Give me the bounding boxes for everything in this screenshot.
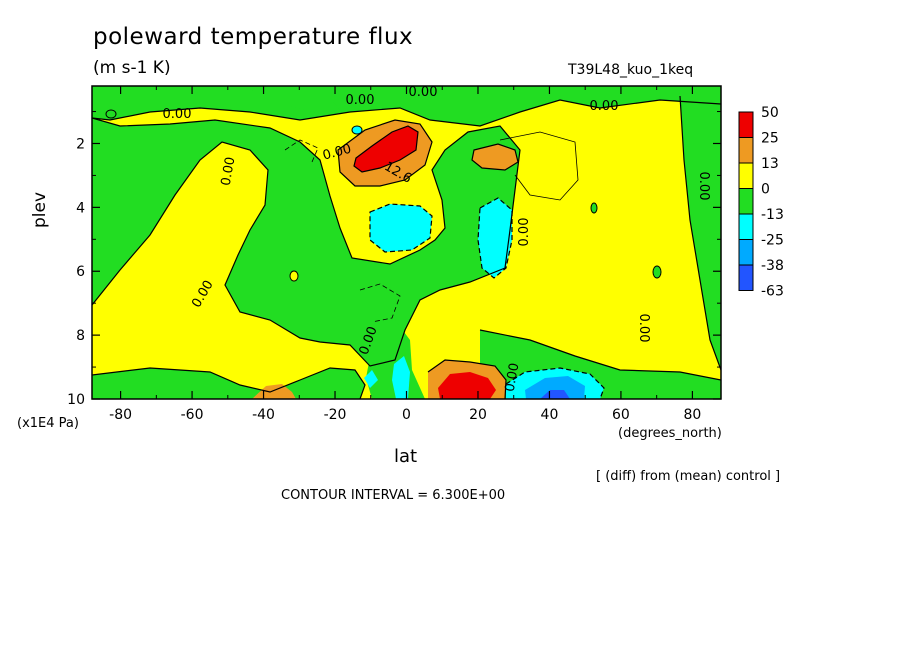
x-tick-label: -60 xyxy=(181,407,204,423)
contour-zero-lower xyxy=(92,367,366,399)
fill-green-top-band xyxy=(92,86,721,126)
small-cell-south-2 xyxy=(289,270,299,282)
contour-label: 0.00 xyxy=(503,362,523,393)
y-axis-ticks: 2 4 6 8 10 xyxy=(67,111,721,408)
x-tick-label: 20 xyxy=(469,407,487,423)
x-tick-label: -80 xyxy=(109,407,132,423)
colorbar-swatch xyxy=(738,239,754,266)
contour-neg-south-cell xyxy=(369,203,433,253)
small-cell-north xyxy=(590,202,598,214)
fill-green-north-strip xyxy=(680,96,721,370)
y-tick-label: 10 xyxy=(67,392,85,408)
colorbar-label: -63 xyxy=(761,284,784,300)
small-cell-south xyxy=(105,109,117,119)
colorbar-swatch xyxy=(738,111,754,138)
y-tick-label: 8 xyxy=(76,328,85,344)
contour-zero-north xyxy=(679,95,721,371)
contour-pos-upper-inner xyxy=(353,125,419,173)
contour-neg-lower-north xyxy=(505,367,605,399)
fill-blue-lower-north xyxy=(525,376,585,399)
run-id: T39L48_kuo_1keq xyxy=(568,62,694,78)
contour-lines xyxy=(92,95,721,399)
contour-labels: 0.000.000.000.000.0012.60.000.000.000.00… xyxy=(163,85,711,393)
contour-label: 0.00 xyxy=(163,107,192,122)
fill-red-upper-center xyxy=(354,126,418,172)
colorbar-label: -25 xyxy=(761,233,784,249)
colorbar-swatch xyxy=(738,188,754,215)
contour-label: 0.00 xyxy=(517,218,532,247)
y-axis-units: (x1E4 Pa) xyxy=(17,416,79,431)
colorbar-swatch xyxy=(738,213,754,240)
y-tick-label: 6 xyxy=(76,264,85,280)
y-tick-label: 4 xyxy=(76,200,85,216)
x-axis-label: lat xyxy=(394,446,418,467)
colorbar-label: 25 xyxy=(761,131,779,147)
fill-orange-upper-north xyxy=(472,144,518,170)
colorbar-label: -13 xyxy=(761,207,784,223)
fill-green-south-lobe xyxy=(92,118,520,366)
contour-zero-north-lower xyxy=(479,329,721,381)
x-tick-label: 0 xyxy=(402,407,411,423)
colorbar-label: 50 xyxy=(761,105,779,121)
contour-neg-mid xyxy=(284,139,319,163)
contour-pos-upper xyxy=(337,119,433,187)
x-tick-label: -40 xyxy=(252,407,275,423)
x-tick-label: -20 xyxy=(324,407,347,423)
contour-label: 0.00 xyxy=(696,172,711,201)
filled-contours xyxy=(92,86,721,399)
x-tick-label: 40 xyxy=(541,407,559,423)
contour-zero-south xyxy=(92,117,521,367)
contour-interval: CONTOUR INTERVAL = 6.300E+00 xyxy=(281,488,506,503)
contour-label: 0.00 xyxy=(219,156,239,187)
contour-label: 0.00 xyxy=(346,93,375,108)
fill-cyan-north-cell xyxy=(478,198,512,278)
chart-title: poleward temperature flux xyxy=(93,24,414,50)
x-tick-label: 80 xyxy=(683,407,701,423)
diff-note: [ (diff) from (mean) control ] xyxy=(596,469,781,484)
contour-neg-mid-2 xyxy=(359,283,401,323)
contour-label: 0.00 xyxy=(321,142,353,164)
contour-pos-lower xyxy=(427,359,507,399)
contour-neg-north-cell xyxy=(477,197,513,279)
colorbar-label: -38 xyxy=(761,258,784,274)
colorbar-swatch xyxy=(738,264,754,291)
y-tick-label: 2 xyxy=(76,136,85,152)
fill-cyan-lower-small xyxy=(392,356,410,399)
fill-cyan-lower-tiny xyxy=(364,370,378,388)
small-cell-center xyxy=(351,125,363,135)
contour-label: 0.00 xyxy=(409,85,438,100)
fill-green-central-south xyxy=(252,90,340,114)
x-tick-label: 60 xyxy=(612,407,630,423)
colorbar-label: 13 xyxy=(761,156,779,172)
x-axis-ticks: -80 -60 -40 -20 0 20 40 60 80 xyxy=(109,86,701,423)
colorbar-label: 0 xyxy=(761,182,770,198)
contour-thin-north xyxy=(499,131,579,201)
colorbar: 50 25 13 0 -13 -25 -38 -63 xyxy=(738,105,784,300)
contour-label: 0.00 xyxy=(636,314,651,343)
contour-pos-upper-north xyxy=(471,143,519,171)
fill-green-lower-left xyxy=(92,368,365,399)
colorbar-swatch xyxy=(738,162,754,189)
small-cell-north-2 xyxy=(652,265,662,279)
fill-red-lower-center xyxy=(438,372,496,399)
x-axis-units: (degrees_north) xyxy=(618,426,722,441)
colorbar-swatch xyxy=(738,137,754,164)
chart-units: (m s-1 K) xyxy=(93,58,171,78)
fill-cyan-south-cell xyxy=(370,204,432,252)
fill-darkblue-lower-north xyxy=(540,390,570,399)
contour-zero-top xyxy=(92,99,721,127)
contour-label: 0.00 xyxy=(590,99,619,114)
